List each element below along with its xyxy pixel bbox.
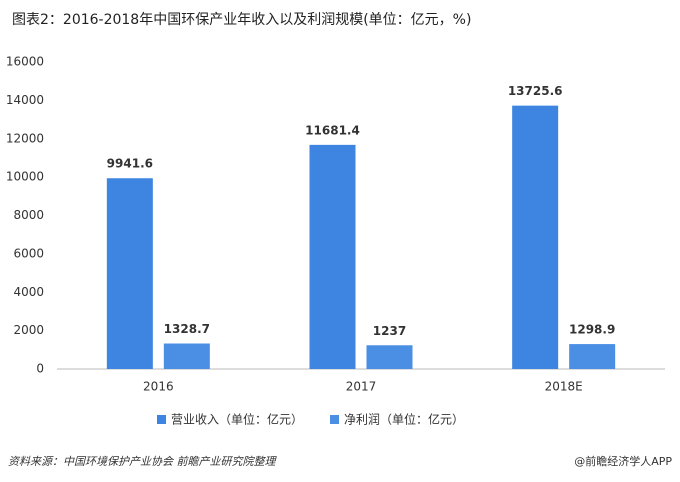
bar bbox=[569, 344, 616, 369]
bar bbox=[512, 105, 559, 370]
x-tick-label: 2018E bbox=[545, 380, 583, 394]
bar bbox=[106, 178, 153, 369]
y-tick-label: 6000 bbox=[13, 246, 44, 260]
value-label: 1237 bbox=[373, 324, 406, 338]
legend-swatch bbox=[157, 415, 166, 424]
bar bbox=[163, 343, 210, 369]
y-tick-label: 12000 bbox=[6, 131, 44, 145]
chart-title: 图表2：2016-2018年中国环保产业年收入以及利润规模(单位：亿元，%) bbox=[12, 12, 471, 28]
bar bbox=[366, 345, 413, 369]
value-label: 1328.7 bbox=[164, 322, 210, 336]
value-label: 1298.9 bbox=[569, 323, 615, 337]
y-tick-label: 14000 bbox=[6, 93, 44, 107]
bar bbox=[309, 144, 356, 369]
source-note: 资料来源：中国环境保护产业协会 前瞻产业研究院整理 bbox=[8, 455, 277, 468]
y-tick-label: 2000 bbox=[13, 323, 44, 337]
value-label: 9941.6 bbox=[107, 157, 153, 171]
legend-swatch bbox=[330, 415, 339, 424]
y-tick-label: 16000 bbox=[6, 55, 44, 69]
value-label: 11681.4 bbox=[305, 123, 360, 137]
y-tick-label: 10000 bbox=[6, 170, 44, 184]
legend-label: 净利润（单位：亿元） bbox=[344, 412, 464, 427]
y-tick-label: 0 bbox=[36, 362, 44, 376]
x-tick-label: 2016 bbox=[143, 380, 174, 394]
brand: @前瞻经济学人APP bbox=[574, 454, 672, 468]
y-tick-label: 8000 bbox=[13, 208, 44, 222]
x-tick-label: 2017 bbox=[346, 380, 377, 394]
value-label: 13725.6 bbox=[508, 84, 563, 98]
y-tick-label: 4000 bbox=[13, 285, 44, 299]
legend-label: 营业收入（单位：亿元） bbox=[171, 412, 303, 427]
